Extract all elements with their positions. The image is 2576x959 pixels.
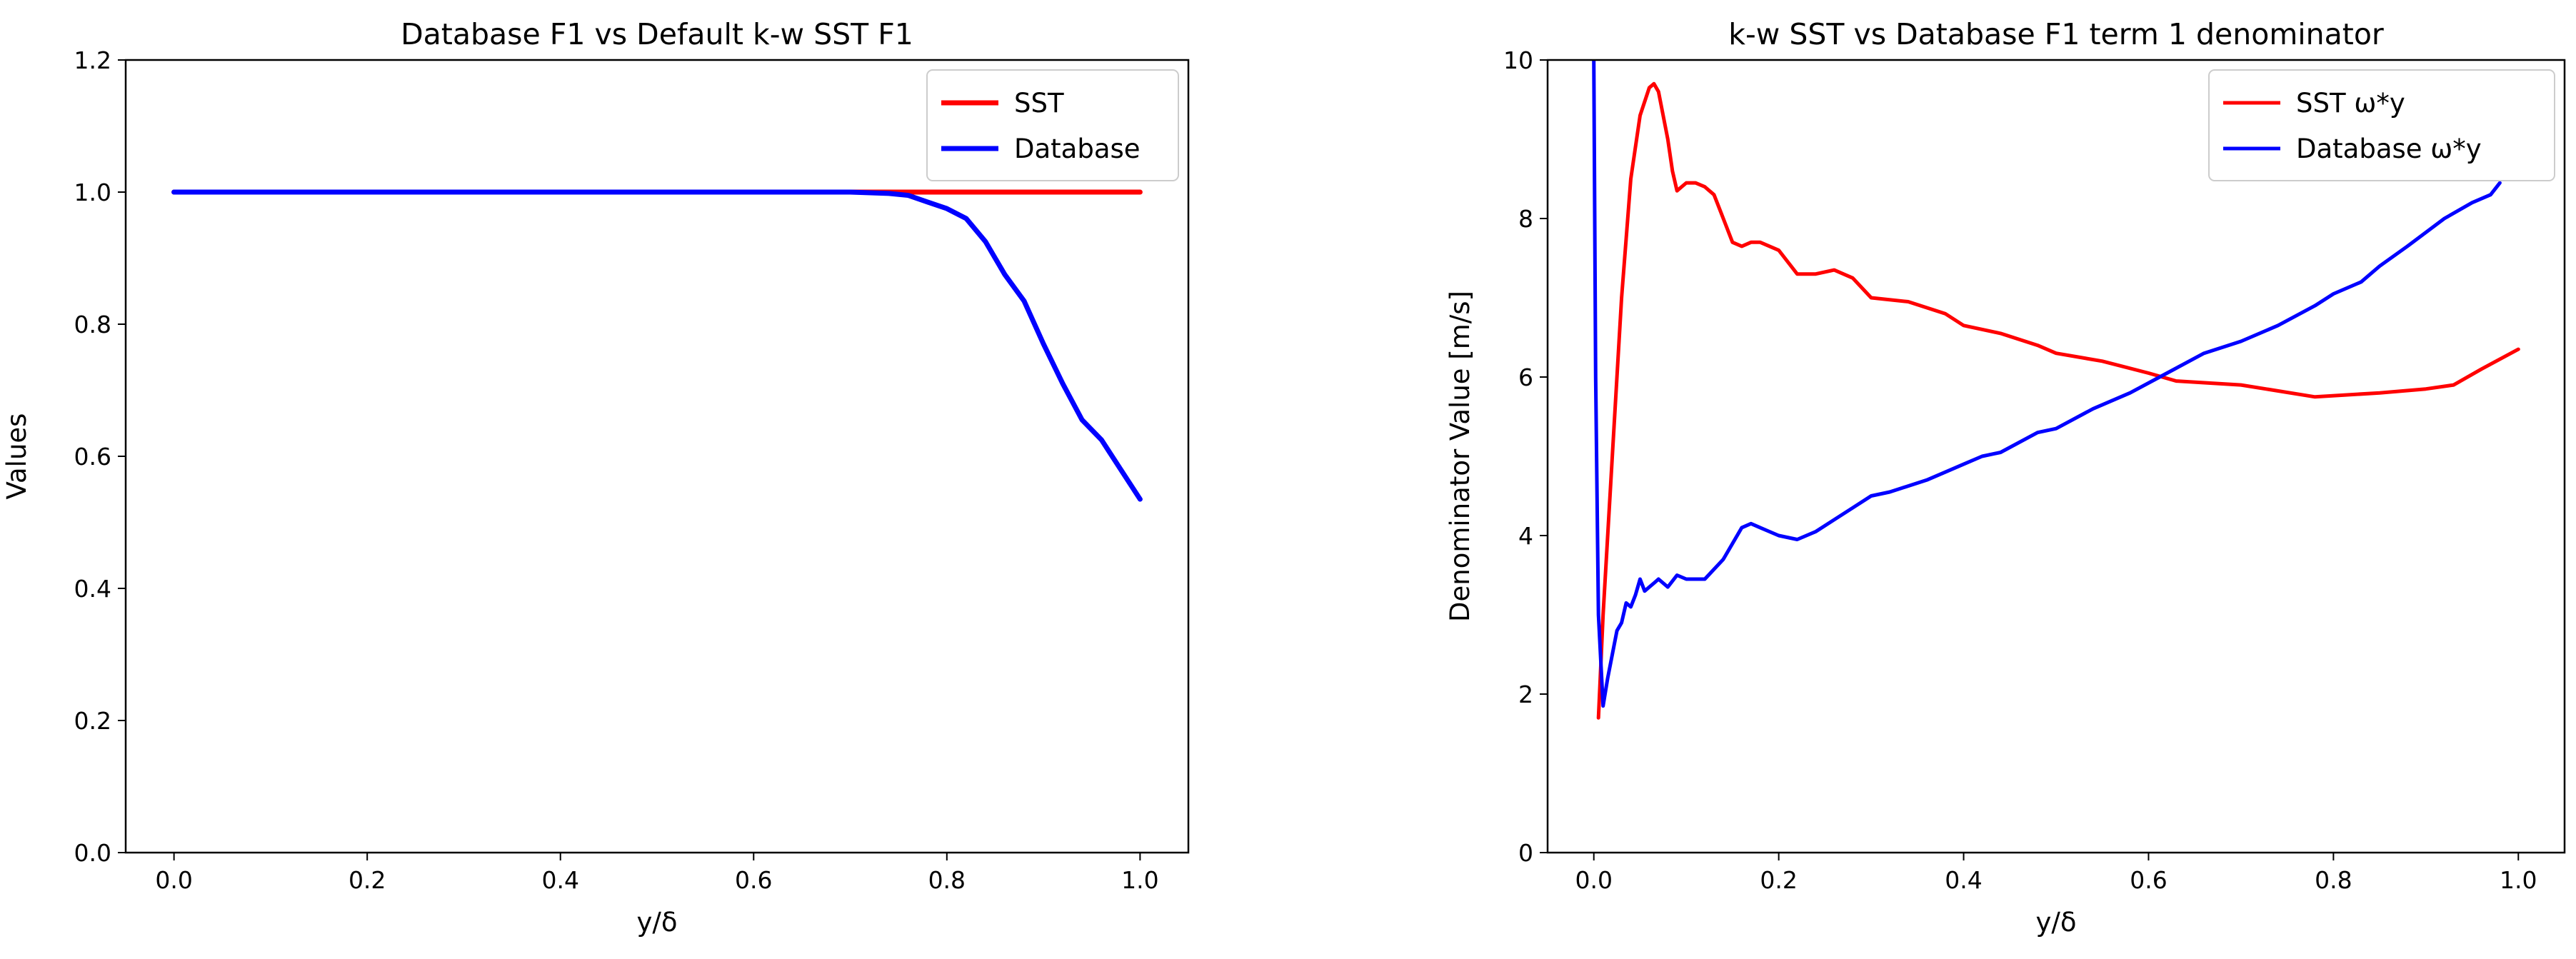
- x-tick-label: 0.6: [735, 866, 772, 894]
- x-tick-label: 0.0: [155, 866, 192, 894]
- chart-title: k-w SST vs Database F1 term 1 denominato…: [1728, 17, 2384, 51]
- x-tick-label: 0.4: [1945, 866, 1982, 894]
- y-tick-label: 2: [1518, 681, 1533, 708]
- y-tick-label: 1.0: [74, 179, 111, 206]
- y-tick-label: 8: [1518, 205, 1533, 233]
- x-tick-label: 0.2: [349, 866, 386, 894]
- y-tick-label: 0.8: [74, 311, 111, 338]
- x-tick-label: 0.8: [928, 866, 966, 894]
- x-tick-label: 0.6: [2130, 866, 2167, 894]
- x-tick-label: 0.2: [1760, 866, 1797, 894]
- series-line: [171, 189, 1143, 502]
- legend: SST Database: [926, 69, 1179, 181]
- y-tick-label: 4: [1518, 522, 1533, 550]
- y-tick-label: 0.6: [74, 443, 111, 471]
- legend-label: SST ω*y: [2296, 88, 2405, 119]
- chart-2: k-w SST vs Database F1 term 1 denominato…: [1445, 17, 2566, 938]
- legend: SST ω*y Database ω*y: [2208, 69, 2555, 181]
- x-tick-label: 1.0: [1121, 866, 1158, 894]
- y-tick-label: 10: [1503, 46, 1533, 74]
- x-tick-label: 0.8: [2315, 866, 2352, 894]
- x-tick-label: 0.0: [1575, 866, 1612, 894]
- chart-1: Database F1 vs Default k-w SST F1 0.0 0.2 0…: [1, 17, 1190, 938]
- x-tick-label: 1.0: [2500, 866, 2537, 894]
- y-tick-label: 0: [1518, 839, 1533, 867]
- legend-label: Database: [1014, 134, 1141, 164]
- chart-title: Database F1 vs Default k-w SST F1: [401, 17, 913, 51]
- y-axis-label: Denominator Value [m/s]: [1445, 291, 1475, 622]
- y-tick-label: 0.4: [74, 575, 111, 603]
- y-tick-label: 0.0: [74, 839, 111, 867]
- y-tick-label: 0.2: [74, 707, 111, 735]
- legend-box: [926, 69, 1179, 181]
- legend-box: [2208, 69, 2555, 181]
- legend-label: SST: [1014, 88, 1064, 119]
- plot-frame: [1546, 59, 2566, 854]
- series-line: [1592, 60, 2502, 708]
- plot-frame: [124, 59, 1190, 854]
- legend-label: Database ω*y: [2296, 134, 2482, 164]
- series-line: [1596, 81, 2520, 720]
- x-axis-label: y/δ: [637, 907, 678, 938]
- x-axis-label: y/δ: [2036, 907, 2077, 938]
- y-axis-label: Values: [1, 413, 32, 500]
- x-tick-label: 0.4: [541, 866, 578, 894]
- y-tick-label: 6: [1518, 363, 1533, 391]
- y-tick-label: 1.2: [74, 46, 111, 74]
